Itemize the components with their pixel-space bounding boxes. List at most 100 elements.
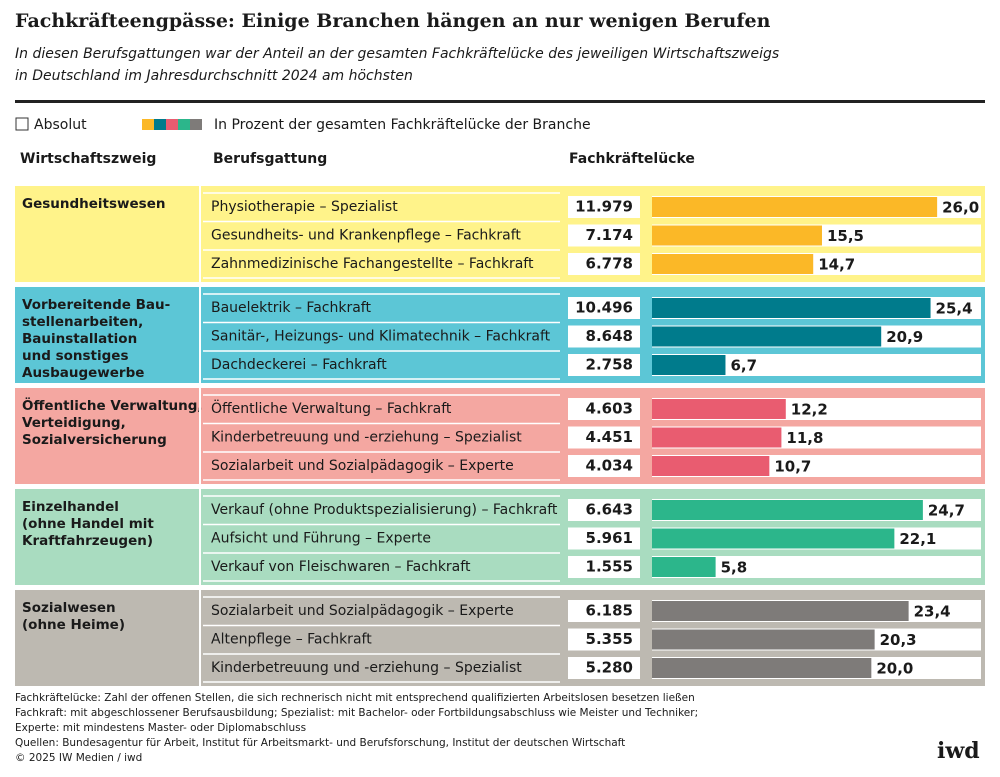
absolute-value: 6.778 [586, 255, 633, 273]
value-label: 25,4 [936, 300, 973, 318]
group-label: Ausbaugewerbe [22, 365, 144, 381]
value-label: 10,7 [774, 458, 811, 476]
legend-swatch [142, 119, 154, 130]
subtitle: In diesen Berufsgattungen war der Anteil… [15, 46, 779, 62]
value-label: 6,7 [730, 357, 757, 375]
bar [652, 225, 822, 246]
absolute-value: 4.603 [586, 400, 633, 418]
absolute-box [568, 527, 640, 550]
footnote: Fachkräftelücke: Zahl der offenen Stelle… [15, 692, 695, 704]
bar [652, 456, 770, 476]
group-label: Gesundheitswesen [22, 196, 165, 212]
group-label: Sozialversicherung [22, 432, 167, 448]
group-label: Kraftfahrzeugen) [22, 533, 153, 549]
bar [652, 658, 872, 678]
group-label: Sozialwesen [22, 600, 116, 616]
value-label: 26,0 [942, 199, 979, 217]
subtitle: in Deutschland im Jahresdurchschnitt 202… [15, 68, 413, 84]
bar [652, 197, 938, 217]
absolute-box [568, 253, 640, 275]
occupation: Kinderbetreuung und -erziehung – Spezial… [211, 430, 522, 446]
bar [652, 427, 782, 448]
bar [652, 528, 895, 549]
absolute-box [568, 455, 640, 477]
absolute-box [568, 297, 640, 319]
bar [652, 326, 882, 347]
footnote: Fachkraft: mit abgeschlossener Berufsaus… [15, 707, 698, 719]
occupation: Physiotherapie – Spezialist [211, 199, 398, 215]
legend-swatch [190, 119, 202, 130]
bar [652, 500, 923, 520]
group-label: Bauinstallation [22, 331, 137, 347]
value-label: 11,8 [786, 429, 823, 447]
bar [652, 629, 875, 650]
occupation: Bauelektrik – Fachkraft [211, 300, 371, 316]
value-label: 22,1 [899, 530, 936, 548]
bar [652, 557, 716, 577]
absolute-value: 7.174 [586, 226, 633, 244]
absolute-value: 5.280 [586, 659, 633, 677]
absolute-box [568, 499, 640, 521]
value-label: 14,7 [818, 256, 855, 274]
absolute-box [568, 224, 640, 247]
absolute-value: 4.034 [586, 457, 633, 475]
absolute-box [568, 398, 640, 420]
group-label: stellenarbeiten, [22, 314, 143, 330]
bar [652, 399, 786, 419]
group-label: Vorbereitende Bau- [22, 297, 170, 313]
chart-title: Fachkräfteengpässe: Einige Branchen häng… [15, 10, 771, 32]
absolute-value: 5.961 [586, 529, 633, 547]
occupation: Sanitär-, Heizungs- und Klimatechnik – F… [211, 329, 551, 345]
absolute-box [568, 325, 640, 348]
absolute-value: 8.648 [586, 327, 633, 345]
absolute-value: 4.451 [586, 428, 633, 446]
absolute-box [568, 628, 640, 651]
group-label: Einzelhandel [22, 499, 119, 515]
legend-swatches [142, 119, 202, 130]
occupation: Aufsicht und Führung – Experte [211, 531, 431, 547]
rule [15, 100, 985, 103]
value-label: 24,7 [928, 502, 965, 520]
footnote: Quellen: Bundesagentur für Arbeit, Insti… [15, 737, 625, 749]
occupation: Verkauf (ohne Produktspezialisierung) – … [211, 502, 558, 518]
occupation: Sozialarbeit und Sozialpädagogik – Exper… [211, 603, 514, 619]
group-label: Öffentliche Verwaltung, [22, 396, 203, 414]
footnote: Experte: mit mindestens Master- oder Dip… [15, 722, 306, 734]
group-label: und sonstiges [22, 348, 128, 364]
value-label: 23,4 [914, 603, 951, 621]
absolute-box [568, 354, 640, 376]
column-header: Wirtschaftszweig [20, 151, 156, 167]
absolute-value: 2.758 [586, 356, 633, 374]
column-header: Fachkräftelücke [569, 151, 695, 167]
group-label: Verteidigung, [22, 415, 126, 431]
occupation: Dachdeckerei – Fachkraft [211, 357, 387, 373]
value-label: 20,9 [886, 328, 923, 346]
absolute-value: 6.643 [586, 501, 633, 519]
occupation: Kinderbetreuung und -erziehung – Spezial… [211, 660, 522, 676]
occupation: Altenpflege – Fachkraft [211, 632, 372, 648]
legend-swatch [154, 119, 166, 130]
absolute-value: 6.185 [586, 602, 633, 620]
legend-swatch [15, 117, 29, 131]
legend-swatch [166, 119, 178, 130]
bar [652, 601, 909, 621]
absolute-value: 11.979 [575, 198, 633, 216]
value-label: 15,5 [827, 227, 864, 245]
legend-swatch [178, 119, 190, 130]
column-header: Berufsgattung [213, 151, 327, 167]
group-label: (ohne Heime) [22, 617, 125, 633]
value-label: 12,2 [791, 401, 828, 419]
absolute-box [568, 600, 640, 622]
value-label: 20,3 [880, 631, 917, 649]
bar [652, 355, 726, 375]
absolute-value: 5.355 [586, 630, 633, 648]
group-label: (ohne Handel mit [22, 516, 154, 532]
legend-label: In Prozent der gesamten Fachkräftelücke … [214, 117, 591, 133]
absolute-value: 1.555 [586, 558, 633, 576]
occupation: Sozialarbeit und Sozialpädagogik – Exper… [211, 458, 514, 474]
bar-track [652, 556, 981, 578]
occupation: Öffentliche Verwaltung – Fachkraft [211, 399, 452, 417]
absolute-box [568, 196, 640, 218]
occupation: Zahnmedizinische Fachangestellte – Fachk… [211, 256, 534, 272]
